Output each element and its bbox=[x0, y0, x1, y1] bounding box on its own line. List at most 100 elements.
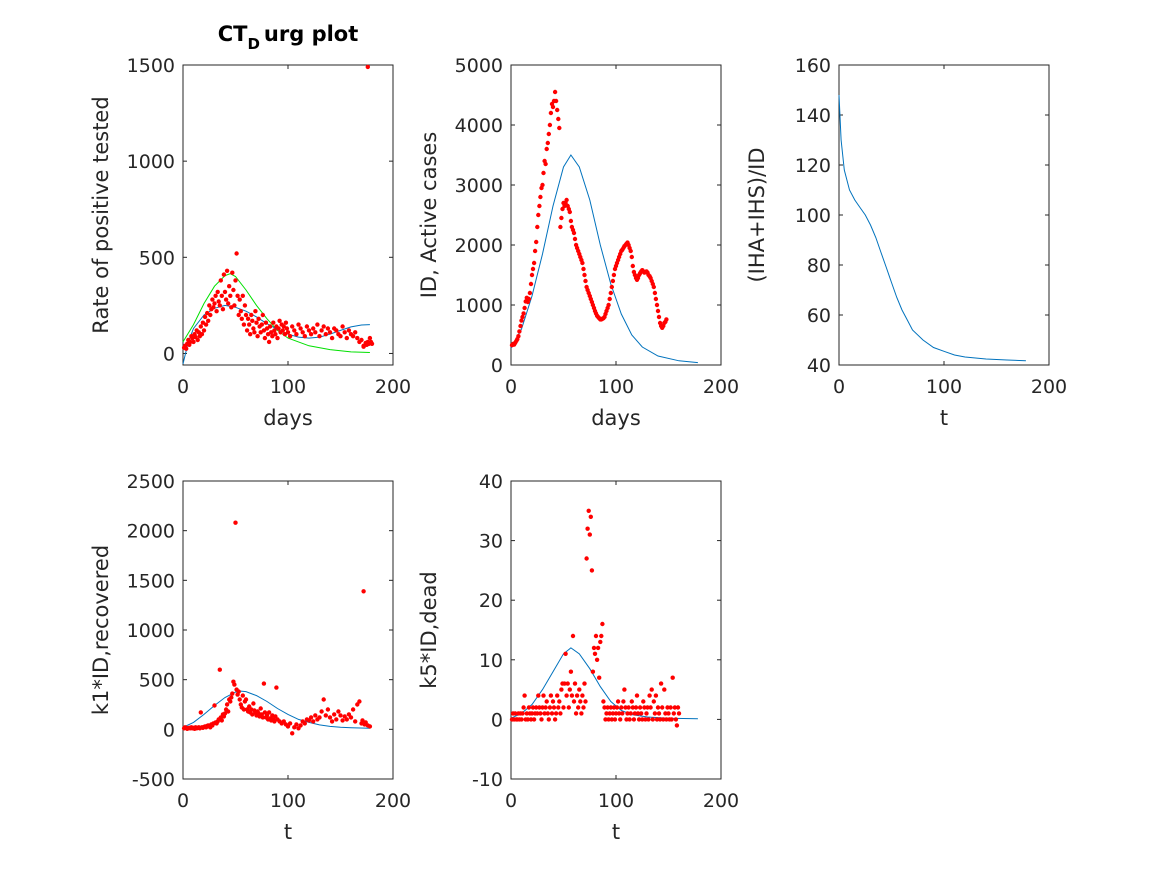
data-point bbox=[238, 309, 243, 314]
data-point bbox=[296, 322, 301, 327]
data-point bbox=[581, 705, 586, 710]
y-tick-label: 0 bbox=[491, 355, 503, 377]
data-point bbox=[287, 721, 293, 726]
data-point bbox=[271, 320, 276, 325]
data-point bbox=[611, 272, 617, 278]
x-axis-label: t bbox=[940, 406, 948, 430]
x-tick-label: 0 bbox=[177, 790, 189, 812]
data-point bbox=[224, 268, 230, 273]
data-point bbox=[248, 332, 253, 337]
data-point bbox=[336, 709, 341, 714]
y-axis-label: (IHA+IHS)/ID bbox=[745, 147, 769, 282]
data-point bbox=[530, 705, 536, 710]
data-point bbox=[198, 710, 203, 715]
data-point bbox=[570, 633, 576, 639]
x-tick-label: 200 bbox=[1031, 376, 1067, 398]
data-point bbox=[571, 699, 577, 704]
data-point bbox=[586, 508, 591, 513]
series-line bbox=[838, 94, 1026, 362]
data-point bbox=[598, 639, 603, 645]
data-point bbox=[661, 717, 666, 722]
data-point bbox=[556, 705, 561, 710]
data-point bbox=[313, 713, 318, 718]
data-point bbox=[360, 718, 365, 723]
data-point bbox=[563, 651, 568, 656]
data-point bbox=[581, 266, 586, 272]
data-point bbox=[652, 711, 658, 716]
data-point bbox=[266, 710, 272, 715]
y-tick-label: 1500 bbox=[127, 570, 175, 592]
data-point bbox=[304, 324, 310, 329]
x-tick-label: 100 bbox=[270, 376, 306, 398]
data-point bbox=[212, 301, 217, 306]
data-point bbox=[212, 703, 217, 708]
data-point bbox=[657, 717, 663, 722]
x-axis-label: days bbox=[591, 406, 641, 430]
data-point bbox=[355, 335, 360, 341]
data-point bbox=[540, 182, 545, 188]
data-point bbox=[219, 293, 224, 298]
data-point bbox=[647, 693, 652, 698]
data-point bbox=[280, 328, 285, 333]
data-point bbox=[541, 693, 546, 698]
data-point bbox=[635, 711, 641, 716]
y-axis-label: k5*ID,dead bbox=[417, 571, 441, 689]
data-point bbox=[323, 332, 328, 337]
data-point bbox=[298, 723, 303, 728]
data-point bbox=[646, 717, 651, 722]
data-point bbox=[319, 328, 324, 333]
data-point bbox=[624, 717, 629, 722]
data-point bbox=[226, 709, 231, 714]
data-point bbox=[543, 705, 548, 710]
data-point bbox=[535, 224, 540, 230]
data-point bbox=[630, 705, 635, 710]
data-point bbox=[359, 337, 364, 343]
y-tick-label: 2000 bbox=[455, 235, 503, 257]
series-line bbox=[510, 154, 698, 364]
y-tick-label: 120 bbox=[795, 155, 831, 177]
data-point bbox=[654, 717, 660, 722]
data-point bbox=[616, 711, 622, 716]
data-point bbox=[237, 697, 242, 702]
y-tick-label: 40 bbox=[479, 471, 503, 493]
data-point bbox=[548, 693, 554, 698]
data-point bbox=[261, 681, 267, 686]
data-point bbox=[559, 215, 564, 221]
data-point bbox=[545, 711, 550, 716]
data-point bbox=[588, 514, 593, 519]
data-point bbox=[676, 711, 682, 716]
data-point bbox=[202, 314, 208, 320]
data-point bbox=[520, 711, 525, 716]
x-tick-label: 100 bbox=[598, 790, 634, 812]
data-point bbox=[666, 711, 671, 716]
data-point bbox=[553, 98, 559, 104]
data-point bbox=[275, 335, 280, 341]
data-point bbox=[203, 322, 209, 327]
data-point bbox=[580, 693, 585, 698]
data-point bbox=[241, 707, 247, 712]
data-point bbox=[546, 131, 551, 137]
data-point bbox=[608, 705, 613, 710]
data-point bbox=[256, 316, 261, 321]
data-point bbox=[535, 711, 540, 716]
data-point bbox=[251, 326, 256, 331]
data-point bbox=[344, 717, 349, 722]
x-tick-label: 0 bbox=[505, 790, 517, 812]
data-point bbox=[207, 303, 212, 308]
data-point bbox=[199, 332, 205, 337]
data-point bbox=[576, 705, 581, 710]
data-point bbox=[258, 706, 263, 711]
data-point bbox=[629, 254, 634, 260]
data-point bbox=[564, 693, 569, 698]
data-point bbox=[361, 344, 366, 349]
data-point bbox=[233, 278, 238, 283]
y-tick-label: 500 bbox=[139, 247, 175, 269]
y-tick-label: 1000 bbox=[127, 620, 175, 642]
data-point bbox=[227, 284, 232, 289]
data-point bbox=[342, 330, 347, 335]
data-point bbox=[311, 326, 316, 331]
data-point bbox=[534, 239, 539, 245]
y-tick-label: -500 bbox=[132, 769, 175, 791]
data-point bbox=[290, 731, 295, 736]
data-point bbox=[594, 657, 600, 662]
